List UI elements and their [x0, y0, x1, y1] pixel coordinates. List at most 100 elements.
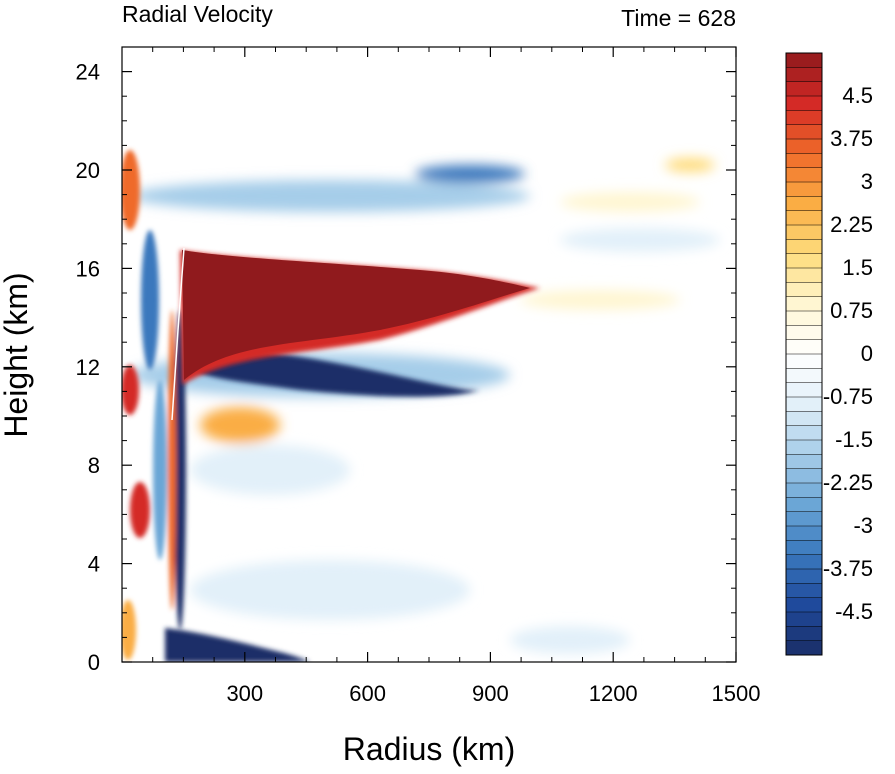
eyewall-outflow	[168, 310, 176, 610]
colorbar-swatch	[786, 53, 822, 68]
colorbar-swatch	[786, 497, 822, 512]
inflow-core-beneath-jet	[195, 351, 480, 397]
colorbar-label: 0	[861, 341, 873, 366]
colorbar-swatch	[786, 612, 822, 627]
y-tick-label-24: 24	[76, 60, 100, 85]
colorbar-swatch	[786, 597, 822, 613]
upper-inflow-core	[415, 165, 525, 183]
low-inflow	[190, 560, 470, 620]
colorbar-swatch	[786, 96, 822, 111]
x-axis-label: Radius (km)	[343, 731, 515, 767]
eyewall-inflow	[174, 310, 186, 630]
colorbar	[785, 52, 823, 656]
colorbar-swatch	[786, 354, 822, 369]
y-tick-label-20: 20	[76, 158, 100, 183]
colorbar-label: -1.5	[835, 427, 873, 452]
colorbar-swatch	[786, 268, 822, 283]
colorbar-swatch	[786, 282, 822, 297]
colorbar-swatch	[786, 81, 822, 97]
core-band-orange-1	[122, 150, 140, 230]
x-tick-label-1200: 1200	[589, 681, 638, 706]
colorbar-swatch	[786, 526, 822, 541]
core-band-blue-1	[141, 230, 159, 370]
colorbar-swatch	[786, 483, 822, 498]
colorbar-label: -2.25	[823, 470, 873, 495]
colorbar-swatch	[786, 311, 822, 326]
colorbar-swatch	[786, 167, 822, 183]
y-axis-label: Height (km)	[0, 272, 34, 437]
colorbar-label: 3	[861, 169, 873, 194]
outer-outflow-tip	[665, 158, 715, 172]
colorbar-swatch	[786, 239, 822, 254]
right-title: Time = 628	[621, 5, 736, 31]
colorbar-swatch	[786, 583, 822, 598]
colorbar-swatch	[786, 511, 822, 527]
colorbar-swatch	[786, 626, 822, 641]
core-band-blue-2	[153, 380, 167, 560]
plot-area: 300 600 900 1200 1500 0 4 8 12 16 20 24	[76, 46, 760, 706]
outer-outflow-mid	[520, 290, 680, 310]
colorbar-swatch	[786, 182, 822, 197]
x-tick-label-300: 300	[226, 681, 263, 706]
outflow-jet-core	[182, 250, 530, 380]
mid-outflow	[200, 407, 280, 443]
colorbar-swatch	[786, 368, 822, 383]
core-band-orange-2	[122, 600, 136, 660]
colorbar-swatch	[786, 397, 822, 412]
outer-outflow-upper	[560, 192, 700, 212]
colorbar-swatch	[786, 296, 822, 312]
colorbar-label: -3	[853, 513, 873, 538]
colorbar-swatch	[786, 153, 822, 168]
eyewall-line	[171, 247, 185, 421]
core-band-red-2	[130, 482, 150, 538]
boundary-layer-inflow	[165, 628, 310, 662]
x-tick-label-600: 600	[349, 681, 386, 706]
mid-inflow	[190, 445, 350, 495]
colorbar-swatch	[786, 210, 822, 226]
x-axis-ticks: 300 600 900 1200 1500	[226, 47, 760, 706]
colorbar-swatch	[786, 110, 822, 125]
y-tick-label-8: 8	[88, 453, 100, 478]
colorbar-frame	[785, 52, 823, 656]
y-tick-label-4: 4	[88, 552, 100, 577]
colorbar-swatch	[786, 454, 822, 469]
y-tick-label-0: 0	[88, 650, 100, 675]
minor-ticks	[122, 47, 736, 662]
low-inflow-right	[510, 626, 630, 654]
colorbar-label: 2.25	[830, 212, 873, 237]
colorbar-label: -3.75	[823, 556, 873, 581]
colorbar-swatch	[786, 468, 822, 484]
core-band-red-1	[122, 365, 139, 415]
colorbar-swatch	[786, 339, 822, 355]
colorbar-swatch	[786, 124, 822, 140]
colorbar-swatch	[786, 425, 822, 441]
colorbar-swatch	[786, 540, 822, 555]
colorbar-swatch	[786, 325, 822, 340]
colorbar-swatch	[786, 196, 822, 211]
upper-inflow-band	[130, 180, 530, 212]
y-axis-ticks: 0 4 8 12 16 20 24	[76, 60, 736, 675]
colorbar-swatch	[786, 411, 822, 426]
colorbar-swatch	[786, 640, 822, 656]
colorbar-labels: 4.5 3.75 3 2.25 1.5 0.75 0 -0.75 -1.5 -2.25 -3 -3.7…	[823, 83, 873, 624]
colorbar-swatch	[786, 554, 822, 570]
velocity-field	[122, 150, 720, 662]
colorbar-swatch	[786, 569, 822, 584]
colorbar-swatch	[786, 382, 822, 398]
colorbar-label: -4.5	[835, 599, 873, 624]
outer-inflow-upper	[560, 228, 720, 252]
colorbar-swatch	[786, 225, 822, 240]
colorbar-swatch	[786, 253, 822, 269]
x-tick-label-900: 900	[472, 681, 509, 706]
x-tick-label-1500: 1500	[712, 681, 761, 706]
colorbar-swatch	[786, 139, 822, 154]
left-title: Radial Velocity	[122, 1, 273, 27]
colorbar-label: 0.75	[830, 298, 873, 323]
colorbar-label: 1.5	[842, 255, 873, 280]
colorbar-swatch	[786, 67, 822, 82]
colorbar-label: -0.75	[823, 384, 873, 409]
colorbar-label: 3.75	[830, 126, 873, 151]
colorbar-label: 4.5	[842, 83, 873, 108]
colorbar-swatch	[786, 440, 822, 455]
